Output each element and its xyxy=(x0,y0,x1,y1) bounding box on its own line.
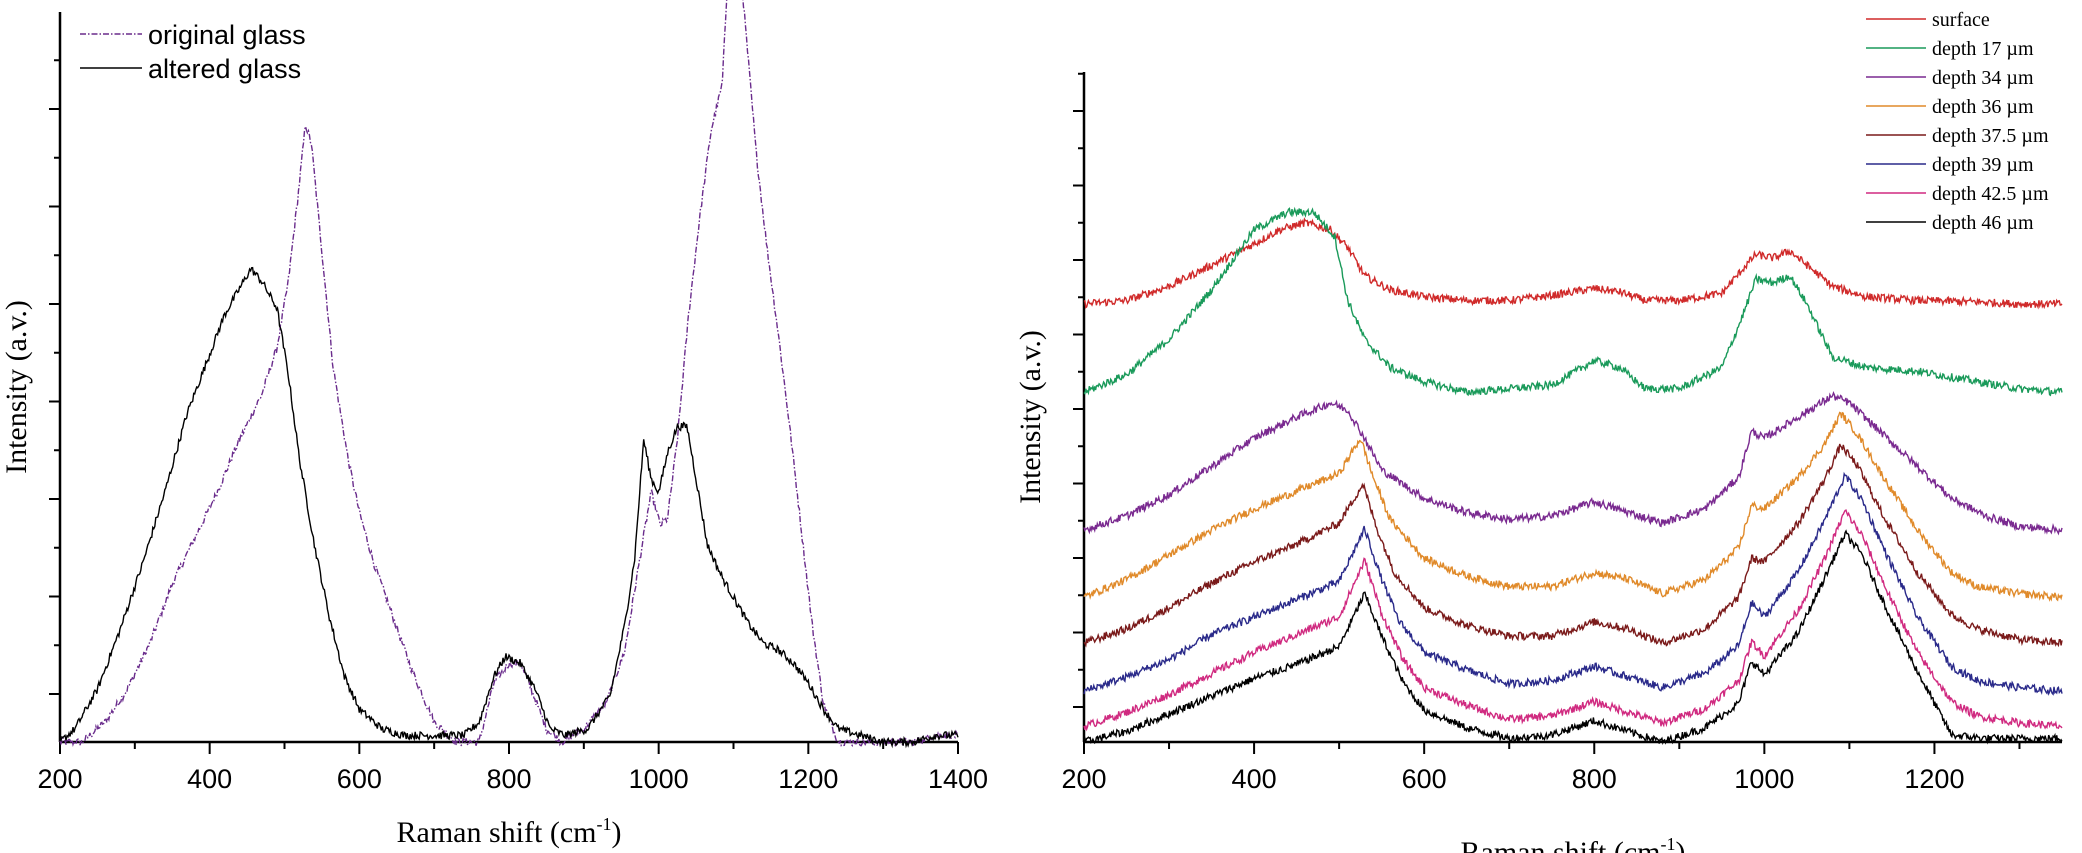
x-tick-label: 400 xyxy=(1232,764,1277,794)
x-axis-title-end: ) xyxy=(1675,836,1685,853)
series-line-0 xyxy=(59,0,959,748)
x-tick-label: 600 xyxy=(1402,764,1447,794)
legend-label: depth 34 µm xyxy=(1932,67,2034,89)
series-line-4 xyxy=(1083,443,2063,648)
x-axis-title-text: Raman shift (cm xyxy=(397,816,597,849)
legend-label: depth 37.5 µm xyxy=(1932,125,2049,147)
legend-label: surface xyxy=(1932,9,1990,31)
x-tick-label: 800 xyxy=(486,764,531,794)
series-line-2 xyxy=(1083,390,2063,536)
legend-label: depth 36 µm xyxy=(1932,96,2034,118)
x-tick-label: 800 xyxy=(1572,764,1617,794)
legend-label: depth 46 µm xyxy=(1932,212,2034,234)
legend-label: original glass xyxy=(148,20,306,50)
x-axis-title-text: Raman shift (cm xyxy=(1461,836,1661,853)
legend-label: depth 17 µm xyxy=(1932,38,2034,60)
series-line-6 xyxy=(1083,509,2063,732)
x-tick-label: 200 xyxy=(37,764,82,794)
series-line-5 xyxy=(1083,471,2063,696)
legend-label: depth 39 µm xyxy=(1932,154,2034,176)
x-axis-title: Raman shift (cm-1) xyxy=(1461,834,1686,853)
x-tick-label: 1000 xyxy=(1734,764,1794,794)
x-axis-title-end: ) xyxy=(611,816,621,849)
x-tick-label: 200 xyxy=(1061,764,1106,794)
series-line-3 xyxy=(1083,411,2063,602)
x-tick-label: 1200 xyxy=(1904,764,1964,794)
legend-label: depth 42.5 µm xyxy=(1932,183,2049,205)
series-line-0 xyxy=(1083,217,2063,310)
x-tick-label: 1400 xyxy=(928,764,988,794)
chart-left: 200 400 600 800 1000 1200 1400 Raman shift (cm-… xyxy=(0,0,988,849)
x-tick-label: 1000 xyxy=(629,764,689,794)
x-tick-label: 400 xyxy=(187,764,232,794)
x-tick-label: 600 xyxy=(337,764,382,794)
series-line-7 xyxy=(1083,529,2063,746)
y-axis-title: Intensity (a.v.) xyxy=(1014,330,1047,504)
legend-label: altered glass xyxy=(148,54,301,84)
x-tick-label: 1200 xyxy=(778,764,838,794)
x-axis-title-sup: -1 xyxy=(596,814,611,834)
x-axis-title: Raman shift (cm-1) xyxy=(397,814,622,849)
x-axis-title-sup: -1 xyxy=(1660,834,1675,853)
chart-right: 200 400 600 800 1000 1200 Raman shift (cm-1) In… xyxy=(1014,9,2063,853)
y-axis-title: Intensity (a.v.) xyxy=(0,300,33,474)
series-line-1 xyxy=(59,266,959,749)
series-line-1 xyxy=(1083,206,2063,397)
